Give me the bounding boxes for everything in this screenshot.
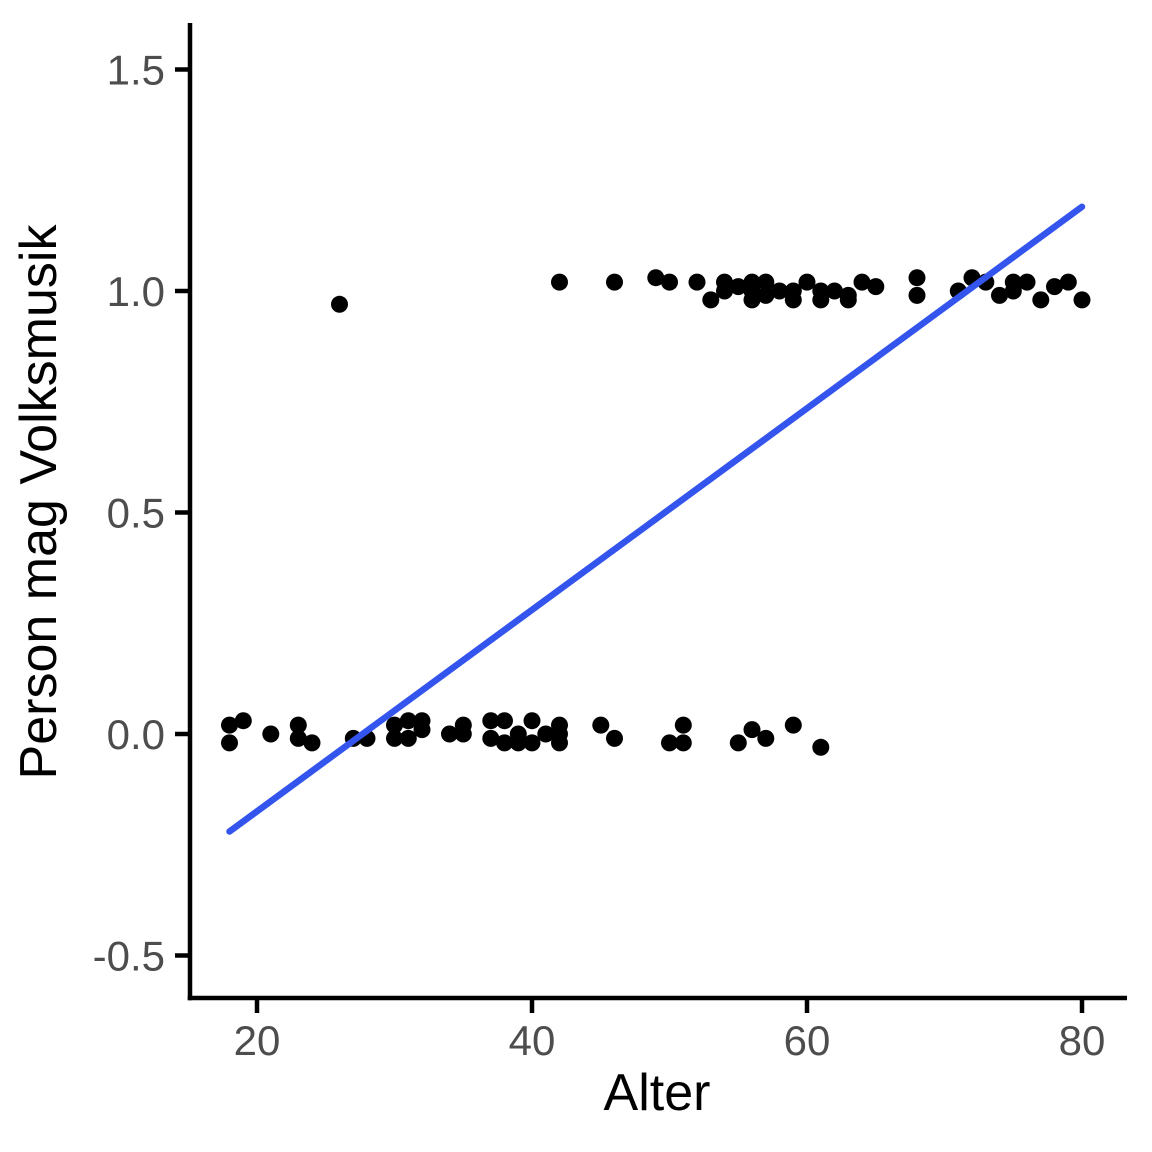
x-axis-tick-labels: 20 40 60 80 — [234, 1017, 1106, 1064]
data-point — [908, 269, 926, 287]
data-point — [482, 729, 500, 747]
data-point — [688, 273, 706, 291]
data-point — [509, 734, 527, 752]
data-point — [826, 282, 843, 300]
y-axis-title: Person mag Volksmusik — [10, 224, 68, 780]
data-point — [1032, 291, 1050, 309]
data-point — [386, 716, 403, 734]
data-point — [867, 278, 885, 296]
data-point — [908, 286, 926, 304]
data-point — [798, 273, 816, 291]
data-point — [331, 295, 348, 313]
y-axis-tick-labels: 1.5 1.0 0.5 0.0 -0.5 — [93, 47, 165, 980]
x-tick-label: 40 — [509, 1017, 556, 1064]
y-tick-label: 0.5 — [107, 490, 165, 537]
data-point — [592, 716, 610, 734]
data-point — [399, 729, 417, 747]
y-tick-label: 0.0 — [107, 711, 165, 758]
y-tick-label: 1.5 — [107, 47, 165, 94]
data-point — [551, 734, 568, 752]
x-tick-label: 60 — [784, 1017, 831, 1064]
data-point — [441, 725, 458, 743]
y-tick-label: -0.5 — [93, 933, 165, 980]
data-point — [523, 734, 541, 752]
data-point — [482, 712, 500, 730]
data-point — [1059, 273, 1077, 291]
data-point — [771, 282, 788, 300]
data-point — [1046, 278, 1063, 296]
data-point — [674, 734, 692, 752]
data-point — [221, 716, 238, 734]
data-point — [812, 291, 830, 309]
data-point — [839, 291, 857, 309]
x-tick-label: 20 — [234, 1017, 281, 1064]
data-point — [303, 734, 321, 752]
data-point — [702, 291, 720, 309]
data-point — [1073, 291, 1091, 309]
data-point — [221, 734, 238, 752]
data-point — [991, 286, 1008, 304]
data-point — [661, 734, 678, 752]
data-point — [853, 273, 871, 291]
x-tick-label: 80 — [1059, 1017, 1106, 1064]
data-point — [606, 273, 623, 291]
data-point — [234, 712, 252, 730]
data-point — [757, 273, 775, 291]
data-point — [647, 269, 665, 287]
data-point — [454, 725, 472, 743]
x-axis-ticks — [254, 998, 1085, 1013]
data-point — [743, 291, 761, 309]
data-point — [716, 282, 733, 300]
data-point — [289, 729, 307, 747]
scatter-points — [221, 269, 1091, 756]
data-point — [661, 273, 678, 291]
data-point — [729, 278, 747, 296]
data-point — [262, 725, 280, 743]
data-point — [523, 712, 541, 730]
data-point — [743, 721, 761, 739]
data-point — [386, 729, 403, 747]
y-axis-ticks — [175, 67, 190, 958]
data-point — [757, 286, 775, 304]
data-point — [674, 716, 692, 734]
data-point — [784, 716, 802, 734]
data-point — [812, 738, 830, 756]
data-point — [729, 734, 747, 752]
regression-line — [226, 203, 1086, 835]
data-point — [289, 716, 307, 734]
data-point — [606, 729, 623, 747]
data-point — [496, 734, 513, 752]
data-point — [551, 273, 568, 291]
data-point — [496, 712, 513, 730]
data-point — [784, 291, 802, 309]
data-point — [537, 725, 555, 743]
y-tick-label: 1.0 — [107, 268, 165, 315]
data-point — [1018, 273, 1036, 291]
data-point — [399, 712, 417, 730]
data-point — [413, 721, 431, 739]
x-axis-title: Alter — [604, 1064, 711, 1122]
data-point — [1004, 282, 1022, 300]
data-point — [757, 729, 775, 747]
